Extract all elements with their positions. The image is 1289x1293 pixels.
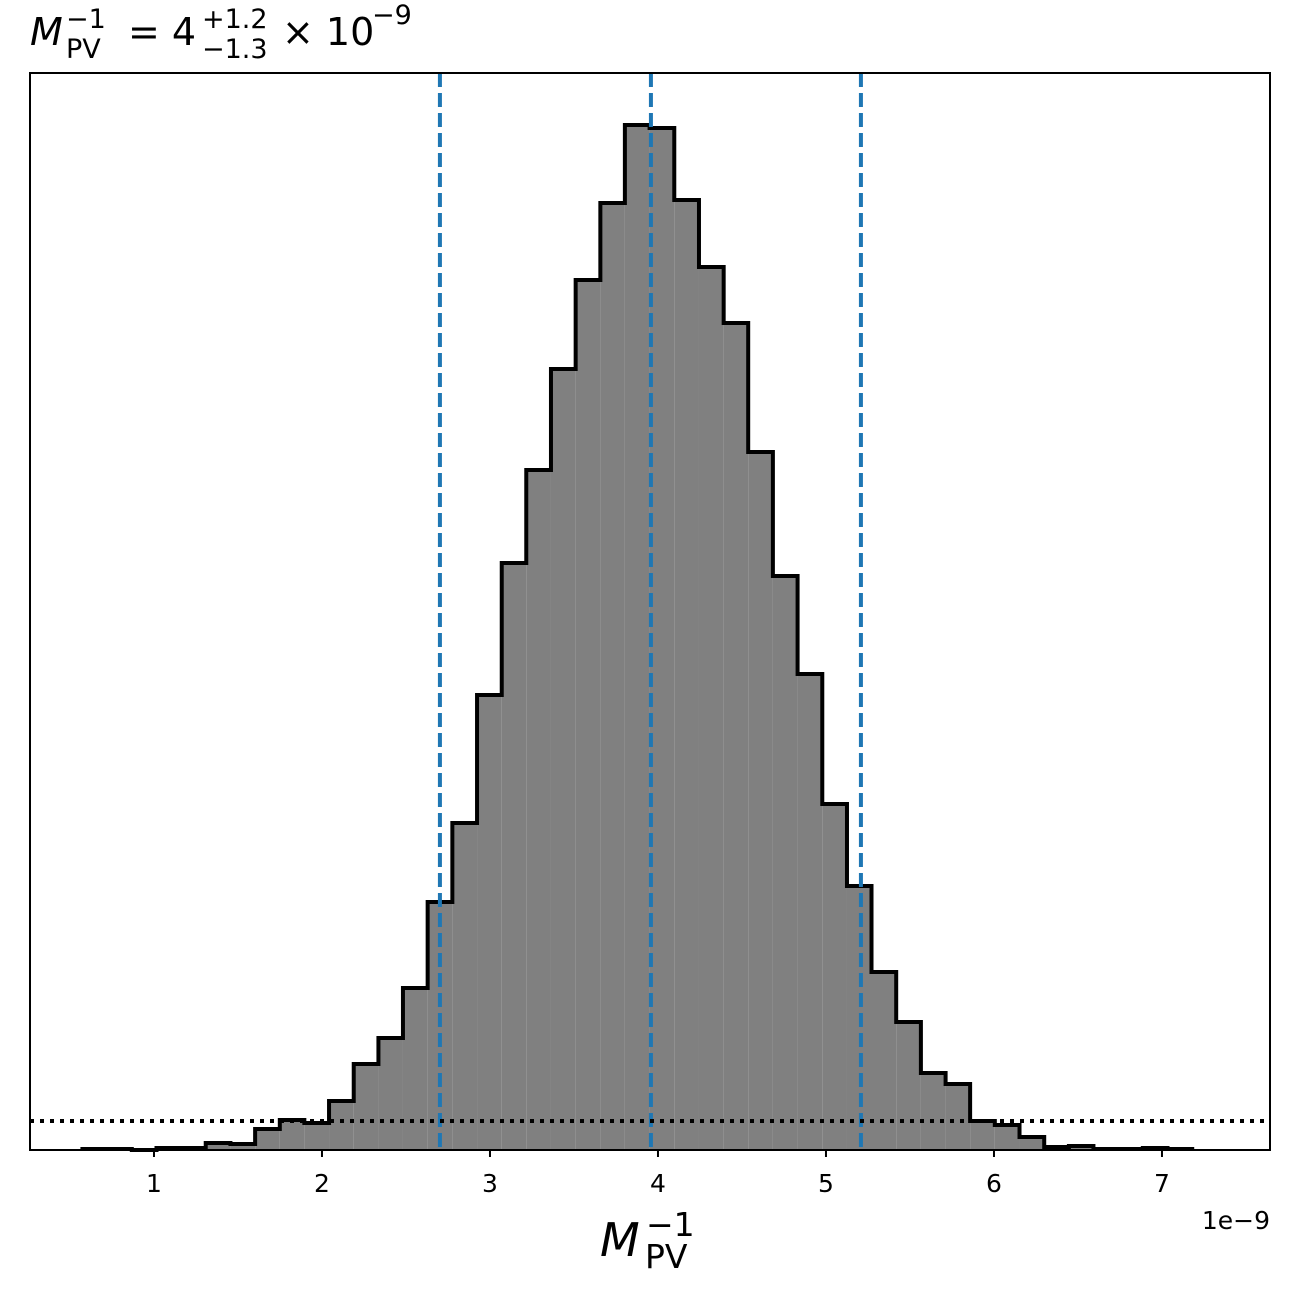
x-label-sup: −1: [646, 1205, 695, 1244]
x-offset-label: 1e−9: [1202, 1206, 1270, 1235]
bar: [550, 369, 576, 1150]
title-sub: PV: [66, 34, 101, 65]
bar: [255, 1129, 280, 1150]
bar: [649, 128, 675, 1150]
title-eq: = 4: [128, 10, 196, 54]
bar: [353, 1064, 379, 1150]
bar: [402, 988, 428, 1150]
bar: [871, 972, 897, 1150]
bar: [477, 695, 502, 1150]
bar: [723, 323, 749, 1150]
title-sup: −1: [66, 4, 106, 35]
title-symbol: M: [30, 10, 63, 54]
bar: [748, 452, 773, 1150]
bar: [378, 1038, 403, 1150]
bar: [575, 280, 601, 1150]
bar: [822, 804, 847, 1150]
x-label-symbol: M: [600, 1213, 640, 1267]
bar: [501, 563, 527, 1150]
bar: [600, 203, 625, 1150]
title-lower: −1.3: [202, 34, 268, 65]
bar: [279, 1120, 305, 1150]
x-tick-label: 2: [314, 1169, 330, 1198]
title-upper: +1.2: [202, 4, 268, 35]
bar: [205, 1143, 231, 1150]
bar: [698, 267, 724, 1150]
x-tick-label: 4: [650, 1169, 666, 1198]
plot-frame: [29, 72, 1271, 1151]
bar: [970, 1121, 995, 1150]
bar: [526, 470, 551, 1150]
title-exp: −9: [372, 0, 412, 31]
x-label-sub: PV: [645, 1237, 688, 1276]
bar: [772, 576, 798, 1150]
x-tick-label: 6: [986, 1169, 1002, 1198]
x-tick-label: 3: [482, 1169, 498, 1198]
bar: [230, 1144, 256, 1150]
bar: [329, 1101, 354, 1150]
x-tick-label: 1: [146, 1169, 162, 1198]
bar: [945, 1084, 971, 1150]
bar: [896, 1022, 921, 1150]
bar: [452, 823, 478, 1150]
title-times: × 10: [282, 10, 374, 54]
bar: [304, 1123, 330, 1150]
bar: [797, 674, 823, 1150]
bar: [624, 125, 650, 1150]
bar: [674, 200, 699, 1150]
bar: [920, 1073, 946, 1150]
bar: [1019, 1137, 1045, 1150]
x-tick-label: 5: [818, 1169, 834, 1198]
bar: [994, 1125, 1020, 1150]
x-tick-label: 7: [1154, 1169, 1170, 1198]
